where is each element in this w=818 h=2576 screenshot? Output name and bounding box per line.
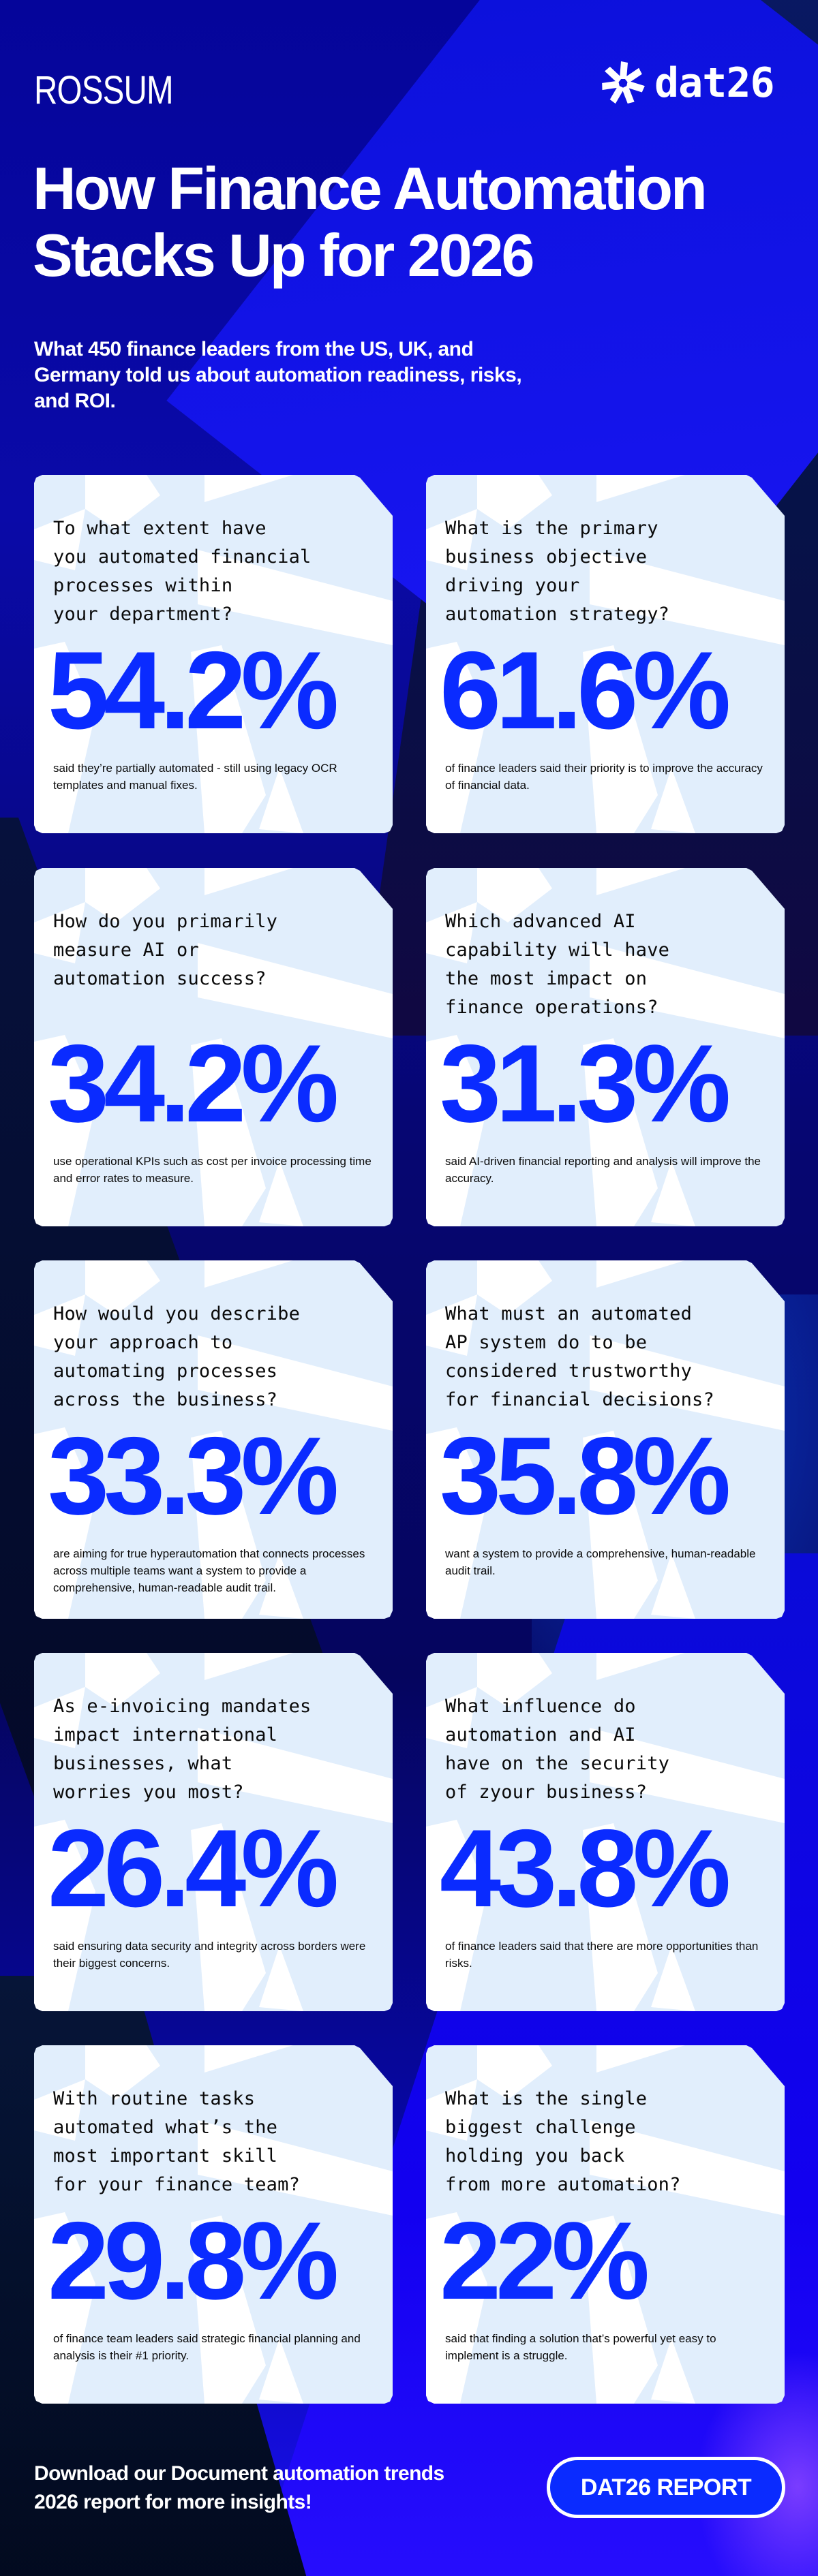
stat-percentage: 22% [440, 2199, 650, 2323]
survey-question: What influence do automation and AI have… [445, 1696, 670, 1803]
stat-percentage: 34.2% [48, 1022, 339, 1145]
stat-percentage: 29.8% [48, 2199, 339, 2323]
stat-card-2: What is the primary business objective d… [426, 475, 785, 833]
stat-card-10: What is the single biggest challenge hol… [426, 2045, 785, 2404]
card-decoration-shapes [34, 1653, 393, 2011]
stat-percentage: 43.8% [440, 1807, 731, 1930]
stat-description: said that finding a solution that’s powe… [445, 2332, 716, 2362]
stat-card-3: How do you primarily measure AI or autom… [34, 868, 393, 1226]
stat-description: of finance leaders said their priority i… [445, 762, 763, 792]
stat-description: said AI-driven financial reporting and a… [445, 1155, 761, 1185]
title-line-2: Stacks Up for 2026 [33, 221, 534, 289]
page-subtitle: What 450 finance leaders from the US, UK… [34, 338, 522, 412]
stat-card-5: How would you describe your approach to … [34, 1260, 393, 1619]
survey-question: With routine tasks automated what’s the … [53, 2088, 301, 2195]
stat-card-8: What influence do automation and AI have… [426, 1653, 785, 2011]
rossum-logo: ROSSUM [34, 68, 174, 112]
stat-percentage: 31.3% [440, 1022, 731, 1145]
survey-question: Which advanced AI capability will have t… [445, 911, 670, 1018]
card-decoration-shapes [34, 1260, 393, 1619]
page-title: How Finance Automation Stacks Up for 202… [33, 155, 783, 289]
card-decoration-shapes [34, 868, 393, 1226]
survey-question: What must an automated AP system do to b… [445, 1303, 714, 1410]
dat26-report-button[interactable]: DAT26 REPORT [547, 2457, 785, 2518]
stat-description: want a system to provide a comprehensive… [445, 1547, 756, 1577]
stat-percentage: 61.6% [440, 629, 731, 752]
card-decoration-shapes [34, 475, 393, 833]
stat-card-4: Which advanced AI capability will have t… [426, 868, 785, 1226]
stat-card-1: To what extent have you automated financ… [34, 475, 393, 833]
survey-question: To what extent have you automated financ… [53, 518, 312, 625]
stat-description: of finance team leaders said strategic f… [53, 2332, 361, 2362]
stat-description: are aiming for true hyperautomation that… [53, 1547, 365, 1594]
pinwheel-star-icon [600, 60, 646, 106]
stat-card-6: What must an automated AP system do to b… [426, 1260, 785, 1619]
stat-card-9: With routine tasks automated what’s the … [34, 2045, 393, 2404]
title-line-1: How Finance Automation [33, 155, 708, 222]
stat-description: said ensuring data security and integrit… [53, 1940, 366, 1970]
survey-question: As e-invoicing mandates impact internati… [53, 1696, 312, 1803]
card-decoration-shapes [426, 1260, 785, 1619]
survey-question: How would you describe your approach to … [53, 1303, 301, 1410]
survey-question: What is the primary business objective d… [445, 518, 670, 625]
card-decoration-shapes [426, 475, 785, 833]
card-decoration-shapes [34, 2045, 393, 2404]
dat26-wordmark: dat26 [654, 59, 775, 107]
survey-question: How do you primarily measure AI or autom… [53, 911, 278, 989]
stat-description: said they’re partially automated - still… [53, 762, 337, 792]
card-decoration-shapes [426, 868, 785, 1226]
stat-card-7: As e-invoicing mandates impact internati… [34, 1653, 393, 2011]
footer-cta-text: Download our Document automation trends … [34, 2462, 444, 2513]
stat-percentage: 33.3% [48, 1414, 339, 1538]
stat-percentage: 54.2% [48, 629, 339, 752]
card-decoration-shapes [426, 1653, 785, 2011]
survey-question: What is the single biggest challenge hol… [445, 2088, 681, 2195]
stat-percentage: 35.8% [440, 1414, 731, 1538]
card-decoration-shapes [426, 2045, 785, 2404]
stat-percentage: 26.4% [48, 1807, 339, 1930]
stat-description: use operational KPIs such as cost per in… [53, 1155, 372, 1185]
dat26-logo: dat26 [600, 59, 775, 107]
stat-description: of finance leaders said that there are m… [445, 1940, 759, 1970]
